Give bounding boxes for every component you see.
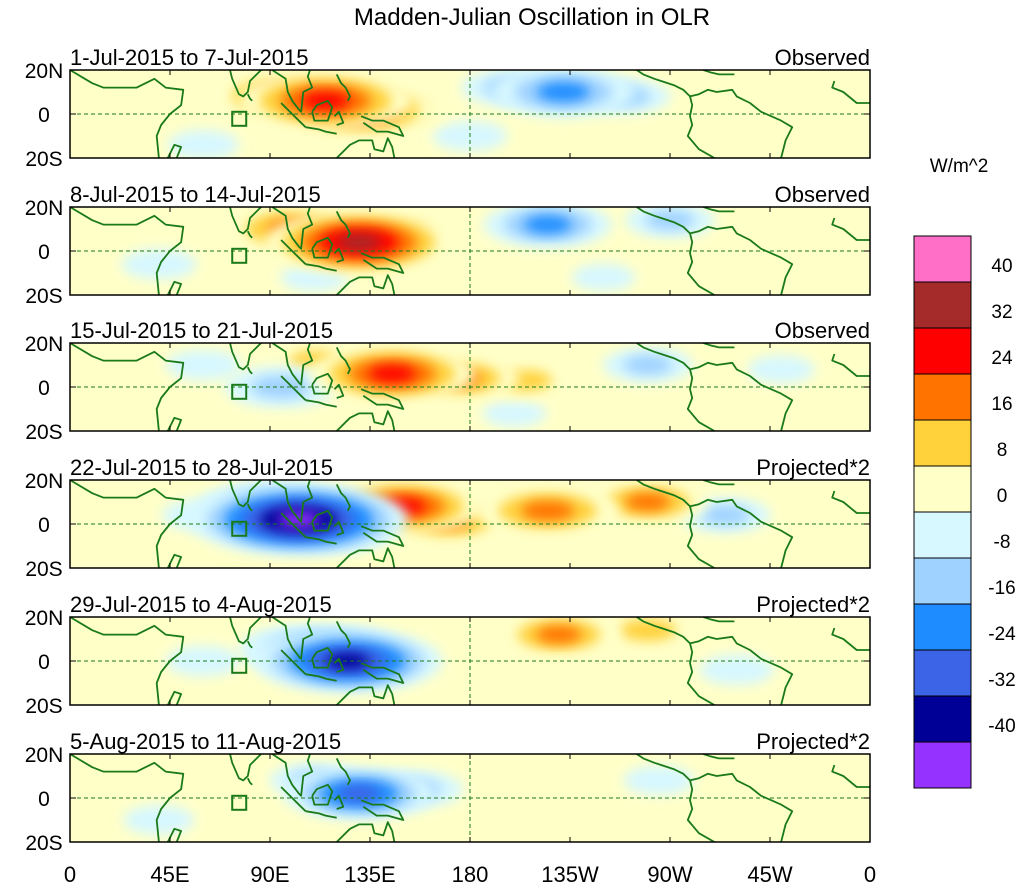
colorbar-label: 0: [997, 486, 1008, 507]
y-tick-label: 20N: [25, 333, 64, 356]
colorbar-swatch: [914, 374, 971, 420]
y-tick-label: 20S: [25, 285, 62, 308]
colorbar-label: -8: [994, 532, 1011, 553]
y-tick-label: 20N: [25, 60, 64, 83]
y-tick-label: 20S: [25, 695, 62, 718]
panel-period-label: 15-Jul-2015 to 21-Jul-2015: [70, 318, 333, 343]
y-tick-label: 0: [38, 651, 50, 674]
olr-anomaly-mark: [501, 774, 572, 804]
olr-anomaly-mark: [123, 805, 194, 835]
panel-period-label: 1-Jul-2015 to 7-Jul-2015: [70, 45, 308, 70]
olr-anomaly-mark: [337, 234, 381, 250]
colorbar-swatch: [914, 328, 971, 374]
olr-anomaly-mark: [368, 365, 416, 382]
y-tick-label: 0: [38, 514, 50, 537]
colorbar-swatch: [914, 696, 971, 742]
olr-anomaly-mark: [166, 350, 241, 381]
y-tick-label: 20S: [25, 832, 62, 855]
olr-anomaly-mark: [521, 501, 574, 520]
colorbar-label: 24: [991, 348, 1013, 369]
colorbar-label: 8: [997, 440, 1008, 461]
panel-6: 20N 0 20S 5-Aug-2015 to 11-Aug-2015 Projecte…: [25, 729, 870, 855]
panel-2: 20N 0 20S 8-Jul-2015 to 14-Jul-2015 Observed: [25, 182, 870, 308]
y-tick-label: 20N: [25, 607, 64, 630]
olr-anomaly-mark: [572, 264, 635, 291]
panel-period-label: 22-Jul-2015 to 28-Jul-2015: [70, 455, 333, 480]
y-tick-label: 0: [38, 241, 50, 264]
x-tick-label: 45E: [150, 862, 189, 887]
olr-anomaly-mark: [536, 626, 581, 643]
y-tick-label: 20S: [25, 558, 62, 581]
olr-anomaly-mark: [121, 249, 196, 280]
olr-anomaly-mark: [524, 216, 572, 234]
panel-4: 20N 0 20S 22-Jul-2015 to 28-Jul-2015 Project…: [25, 455, 889, 581]
x-tick-label: 0: [864, 862, 876, 887]
x-tick-label: 90E: [250, 862, 289, 887]
colorbar: W/m^2 40 32 24 16 8 0 -8 -16 -24 -32 -40: [914, 156, 1016, 788]
x-tick-label: 90W: [647, 862, 692, 887]
colorbar-swatch: [914, 650, 971, 696]
olr-anomaly-mark: [337, 786, 381, 802]
panel-group: 20N020S1-Jul-2015 to 7-Jul-2015 Observed2…: [25, 45, 900, 855]
x-axis: 0 45E 90E 135E 180 135W 90W 45W 0: [64, 862, 876, 887]
x-tick-label: 135W: [541, 862, 599, 887]
colorbar-swatch: [914, 512, 971, 558]
colorbar-label: 16: [991, 394, 1012, 415]
colorbar-swatch: [914, 604, 971, 650]
panel-kind-label: Projected*2: [756, 592, 870, 617]
y-tick-label: 20S: [25, 148, 62, 171]
olr-anomaly-mark: [537, 82, 590, 101]
x-tick-label: 135E: [344, 862, 395, 887]
x-tick-label: 45W: [747, 862, 792, 887]
panel-period-label: 29-Jul-2015 to 4-Aug-2015: [70, 592, 332, 617]
olr-anomaly-mark: [121, 81, 196, 112]
colorbar-label: -16: [988, 578, 1015, 599]
panel-kind-label: Observed: [775, 318, 870, 343]
colorbar-swatch: [914, 236, 971, 282]
y-tick-label: 20S: [25, 421, 62, 444]
colorbar-swatch: [914, 558, 971, 604]
colorbar-label: 40: [991, 256, 1012, 277]
olr-anomaly-mark: [483, 400, 546, 427]
olr-anomaly-mark: [625, 493, 670, 510]
y-tick-label: 20N: [25, 470, 64, 493]
panel-5: 20N 0 20S 29-Jul-2015 to 4-Aug-2015 Projecte…: [25, 592, 900, 718]
panel-kind-label: Observed: [775, 45, 870, 70]
olr-anomaly-mark: [623, 766, 694, 796]
y-tick-label: 0: [38, 788, 50, 811]
panel-period-label: 5-Aug-2015 to 11-Aug-2015: [70, 729, 341, 754]
olr-anomaly-mark: [748, 355, 815, 383]
x-tick-label: 0: [64, 862, 76, 887]
colorbar-label: -32: [988, 670, 1015, 691]
panel-kind-label: Observed: [775, 182, 870, 207]
panel-kind-label: Projected*2: [756, 729, 870, 754]
colorbar-swatch: [914, 742, 971, 788]
colorbar-label: -24: [988, 624, 1016, 645]
y-tick-label: 0: [38, 104, 50, 127]
colorbar-swatch: [914, 466, 971, 512]
colorbar-swatch: [914, 282, 971, 328]
panel-kind-label: Projected*2: [756, 455, 870, 480]
y-tick-label: 20N: [25, 744, 64, 767]
olr-anomaly-mark: [701, 505, 750, 525]
panel-1: 20N 0 20S 1-Jul-2015 to 7-Jul-2015 Observed: [25, 45, 870, 171]
olr-anomaly-mark: [623, 355, 672, 375]
mjo-olr-figure: Madden-Julian Oscillation in OLR 20N020S…: [0, 0, 1021, 887]
y-tick-label: 0: [38, 377, 50, 400]
chart-title: Madden-Julian Oscillation in OLR: [354, 4, 710, 31]
panel-3: 20N 0 20S 15-Jul-2015 to 21-Jul-2015 Observe…: [25, 318, 870, 444]
panel-period-label: 8-Jul-2015 to 14-Jul-2015: [70, 182, 321, 207]
colorbar-units: W/m^2: [930, 156, 989, 177]
colorbar-swatch: [914, 420, 971, 466]
x-tick-label: 180: [452, 862, 489, 887]
colorbar-label: -40: [988, 716, 1015, 737]
y-tick-label: 20N: [25, 197, 64, 220]
colorbar-label: 32: [991, 302, 1012, 323]
